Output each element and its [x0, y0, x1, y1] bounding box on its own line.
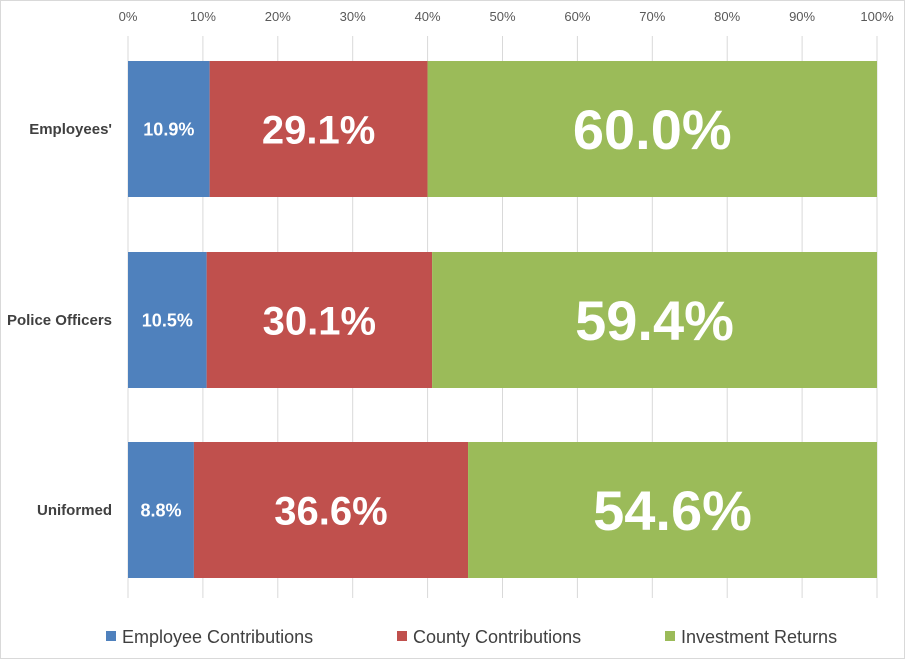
data-label: 10.9%: [143, 119, 194, 139]
data-label: 59.4%: [575, 289, 734, 352]
bar-segment: [128, 61, 210, 197]
x-tick-label: 0%: [119, 9, 138, 24]
x-tick-label: 40%: [415, 9, 441, 24]
x-tick-label: 90%: [789, 9, 815, 24]
legend-swatch: [665, 631, 675, 641]
bar-segment: [427, 61, 877, 197]
bar-segment: [432, 252, 877, 388]
category-label: Police Officers: [7, 312, 112, 329]
data-label: 60.0%: [573, 98, 732, 161]
legend-label: County Contributions: [413, 627, 581, 647]
bar-segment: [468, 442, 877, 578]
data-label: 8.8%: [140, 500, 181, 520]
data-label: 36.6%: [274, 489, 387, 533]
legend-label: Employee Contributions: [122, 627, 313, 647]
data-label: 29.1%: [262, 108, 375, 152]
bar-segment: [128, 442, 194, 578]
category-label: Employees': [29, 121, 112, 138]
x-tick-label: 70%: [639, 9, 665, 24]
x-tick-label: 50%: [489, 9, 515, 24]
x-tick-label: 20%: [265, 9, 291, 24]
bar-segment: [206, 252, 433, 388]
category-label: Uniformed: [37, 502, 112, 519]
data-label: 10.5%: [142, 310, 193, 330]
bar-segment: [128, 252, 207, 388]
bar-segment: [193, 442, 469, 578]
data-label: 54.6%: [593, 479, 752, 542]
x-tick-label: 60%: [564, 9, 590, 24]
legend-swatch: [106, 631, 116, 641]
bar-segment: [209, 61, 428, 197]
x-tick-label: 30%: [340, 9, 366, 24]
legend-label: Investment Returns: [681, 627, 837, 647]
legend-swatch: [397, 631, 407, 641]
x-tick-label: 100%: [860, 9, 894, 24]
data-label: 30.1%: [263, 299, 376, 343]
x-tick-label: 80%: [714, 9, 740, 24]
x-tick-label: 10%: [190, 9, 216, 24]
